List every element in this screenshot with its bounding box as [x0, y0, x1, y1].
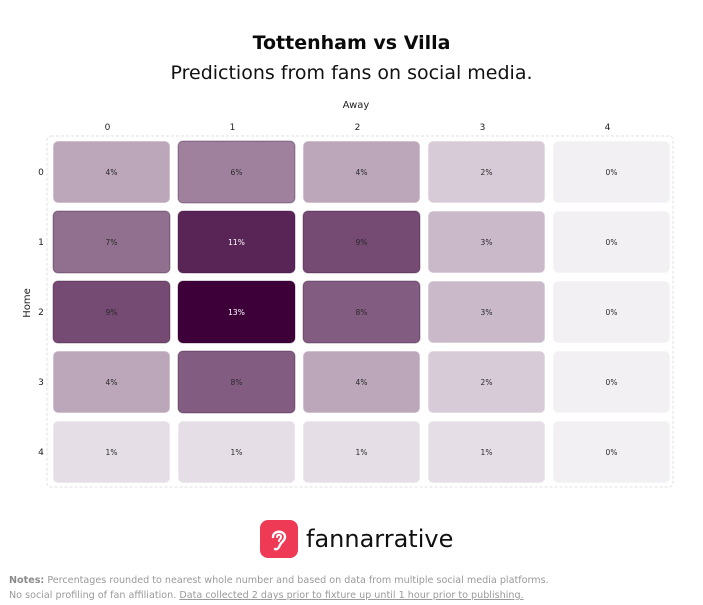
y-tick-label: 3	[38, 378, 44, 388]
cell-value-label: 1%	[481, 448, 493, 457]
x-tick-label: 1	[230, 123, 236, 133]
heatmap-cell	[427, 210, 546, 274]
y-tick-label: 4	[38, 448, 44, 458]
brand-logo: fannarrative	[260, 519, 453, 559]
heatmap-cell	[177, 280, 296, 344]
brand-name: fannarrative	[306, 525, 454, 553]
heatmap-cell	[302, 210, 421, 274]
notes-data-collection-link[interactable]: Data collected 2 days prior to fixture u…	[179, 590, 524, 601]
heatmap-cell	[177, 140, 296, 204]
cell-value-label: 7%	[106, 238, 118, 247]
cell-value-label: 0%	[606, 308, 618, 317]
x-tick-label: 0	[105, 123, 111, 133]
chart-subtitle: Predictions from fans on social media.	[170, 62, 533, 84]
cell-value-label: 2%	[481, 168, 493, 177]
cell-value-label: 11%	[228, 238, 245, 247]
cell-value-label: 0%	[606, 378, 618, 387]
heatmap-cell	[302, 280, 421, 344]
footnotes: Notes: Percentages rounded to nearest wh…	[9, 573, 699, 603]
notes-text-2: No social profiling of fan affiliation.	[9, 590, 177, 601]
x-axis-ticks: 0 1 2 3 4	[105, 123, 611, 133]
heatmap-cell	[177, 350, 296, 414]
notes-line-1: Notes: Percentages rounded to nearest wh…	[9, 573, 699, 588]
heatmap-cell	[52, 420, 171, 484]
cell-value-label: 4%	[106, 378, 118, 387]
notes-line-2: No social profiling of fan affiliation. …	[9, 588, 699, 603]
cell-value-label: 9%	[106, 308, 118, 317]
cell-value-label: 1%	[106, 448, 118, 457]
x-axis-title: Away	[343, 100, 370, 111]
heatmap-frame	[46, 135, 674, 488]
cell-value-label: 4%	[106, 168, 118, 177]
chart-title: Tottenham vs Villa	[252, 32, 451, 54]
x-tick-label: 3	[480, 123, 486, 133]
y-axis-ticks: 0 1 2 3 4	[38, 168, 44, 458]
heatmap-cell	[302, 140, 421, 204]
cell-value-label: 0%	[606, 168, 618, 177]
cell-value-label: 4%	[356, 378, 368, 387]
cell-value-label: 0%	[606, 238, 618, 247]
y-axis-title: Home	[22, 288, 33, 318]
heatmap-cell	[52, 140, 171, 204]
heatmap-cell	[52, 280, 171, 344]
cell-value-label: 1%	[356, 448, 368, 457]
cell-value-label: 6%	[231, 168, 243, 177]
ear-icon	[260, 520, 298, 558]
y-tick-label: 1	[38, 238, 44, 248]
x-tick-label: 4	[605, 123, 611, 133]
heatmap-cell	[427, 140, 546, 204]
heatmap-cell	[552, 210, 671, 274]
cell-value-label: 2%	[481, 378, 493, 387]
heatmap-cell	[427, 350, 546, 414]
heatmap-cell	[52, 350, 171, 414]
cell-value-label: 13%	[228, 308, 245, 317]
heatmap-cell	[552, 280, 671, 344]
cell-value-label: 3%	[481, 238, 493, 247]
heatmap-cell	[552, 420, 671, 484]
heatmap-cell	[552, 350, 671, 414]
heatmap-cell	[552, 140, 671, 204]
notes-text-1: Percentages rounded to nearest whole num…	[47, 575, 549, 586]
cell-value-label: 8%	[356, 308, 368, 317]
notes-label: Notes:	[9, 575, 45, 586]
cell-value-label: 8%	[231, 378, 243, 387]
heatmap-cells: 4% 6% 4% 2% 0% 7% 11% 9% 3% 0% 9% 13% 8% 3% 0% 4% 8% 4% 2%…	[52, 140, 671, 484]
y-tick-label: 2	[38, 308, 44, 318]
heatmap-cell	[302, 350, 421, 414]
heatmap-cell	[177, 420, 296, 484]
heatmap-cell	[427, 280, 546, 344]
heatmap-cell	[52, 210, 171, 274]
cell-value-label: 1%	[231, 448, 243, 457]
score-heatmap: Away Home 0 1 2 3 4 0 1 2 3 4 4% 6% 4% 2% 0% 7% 11% 9% 3…	[22, 100, 674, 488]
cell-value-label: 4%	[356, 168, 368, 177]
heatmap-cell	[302, 420, 421, 484]
heatmap-cell	[177, 210, 296, 274]
y-tick-label: 0	[38, 168, 44, 178]
cell-value-label: 3%	[481, 308, 493, 317]
cell-value-label: 9%	[356, 238, 368, 247]
x-tick-label: 2	[355, 123, 361, 133]
heatmap-cell	[427, 420, 546, 484]
cell-value-label: 0%	[606, 448, 618, 457]
